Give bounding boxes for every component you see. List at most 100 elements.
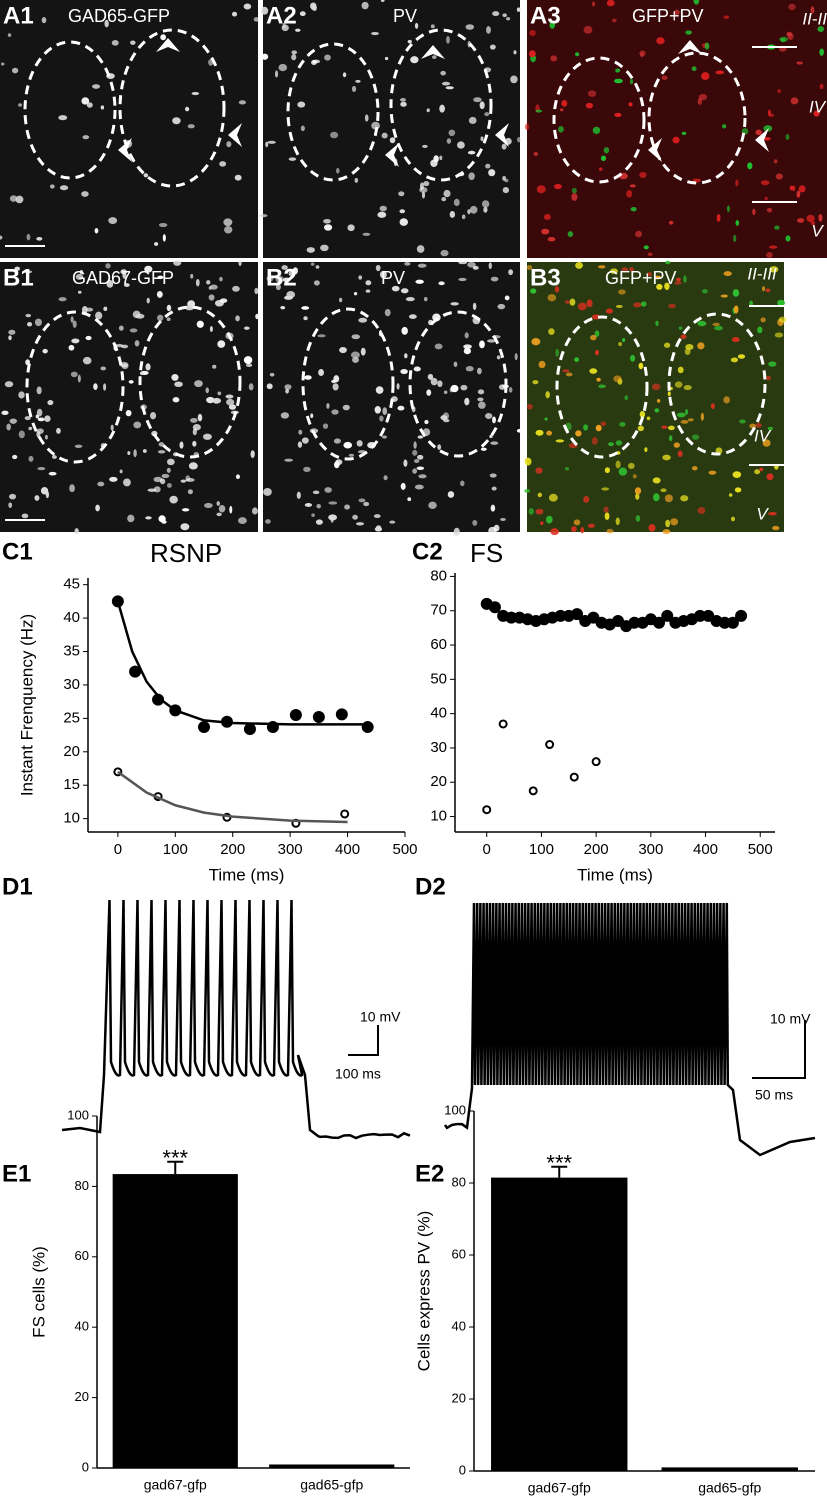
cell (127, 514, 135, 523)
cell (74, 528, 79, 535)
cell (26, 233, 31, 241)
cell (446, 36, 450, 44)
cell (606, 0, 615, 7)
cell (226, 141, 232, 148)
cell (342, 72, 347, 78)
cell (295, 28, 301, 32)
cell (213, 398, 218, 404)
cell (304, 503, 313, 507)
x-tick-label: 400 (693, 841, 718, 858)
cell (223, 218, 233, 227)
data-point (340, 809, 350, 819)
cell (680, 334, 687, 340)
cell (508, 387, 513, 393)
cell (36, 408, 43, 417)
cell (806, 214, 815, 223)
cell (629, 78, 634, 85)
cell (9, 418, 18, 424)
cell (701, 289, 708, 294)
y-tick-label: 50 (430, 670, 447, 687)
cell (819, 48, 824, 56)
y-tick-label: 35 (63, 642, 80, 659)
panel-label: E2 (415, 1160, 444, 1187)
cell (762, 439, 771, 447)
y-axis-label: Cells express PV (%) (414, 1211, 433, 1372)
cell (613, 375, 622, 383)
cell (23, 270, 33, 274)
cell (769, 113, 774, 117)
layer-label: V (756, 504, 769, 523)
image-background (0, 262, 258, 532)
cell (373, 514, 381, 519)
cell (721, 124, 727, 129)
cell (598, 167, 603, 171)
cell (479, 340, 485, 349)
cell (49, 184, 55, 189)
cell (56, 427, 61, 434)
cell (774, 332, 784, 338)
data-point (498, 719, 508, 729)
cell (34, 495, 40, 501)
cell (37, 467, 46, 471)
cell (590, 334, 597, 341)
cell (447, 491, 455, 498)
cell (813, 110, 820, 117)
cell (281, 265, 288, 270)
cell (762, 286, 766, 292)
cell (360, 347, 366, 356)
cell (668, 435, 673, 442)
cell (790, 97, 799, 105)
x-tick-label: gad67-gfp (528, 1480, 591, 1496)
cell (587, 90, 597, 97)
cell (627, 462, 635, 469)
cell (72, 320, 77, 328)
cell (300, 125, 305, 132)
cell (697, 320, 707, 327)
cell (48, 471, 57, 476)
cell (232, 285, 240, 292)
cell (350, 351, 360, 359)
cell (306, 247, 315, 253)
cell (615, 460, 621, 469)
cell (235, 315, 240, 322)
y-tick-label: 10 (430, 808, 447, 825)
cell (798, 185, 806, 193)
data-point (726, 616, 739, 629)
cell (413, 441, 417, 449)
cell (633, 302, 642, 308)
cell (299, 11, 306, 17)
cell (228, 404, 237, 410)
cell (330, 516, 334, 523)
cell (24, 416, 31, 421)
cell (639, 171, 647, 178)
cell (209, 326, 213, 333)
cell (575, 430, 582, 437)
cell (618, 341, 623, 347)
cell (311, 59, 317, 66)
region-outline (118, 28, 226, 188)
cell (465, 365, 474, 372)
cell (733, 234, 737, 243)
cell (635, 515, 641, 522)
cell (567, 231, 574, 238)
cell (423, 297, 428, 302)
cell (285, 388, 289, 394)
cell (303, 466, 311, 473)
cell (26, 322, 33, 327)
cell (374, 405, 381, 414)
cell (677, 450, 683, 458)
cell (58, 115, 68, 121)
cell (265, 141, 269, 148)
region-outline (647, 51, 747, 185)
cell (403, 459, 408, 467)
cell (265, 519, 271, 524)
cell (445, 86, 454, 90)
cell (97, 481, 105, 487)
cell (684, 408, 689, 415)
cell (587, 523, 595, 528)
cell (414, 22, 419, 29)
cell (162, 234, 166, 242)
cell (555, 439, 565, 443)
cell (134, 340, 140, 347)
cell (243, 356, 253, 364)
